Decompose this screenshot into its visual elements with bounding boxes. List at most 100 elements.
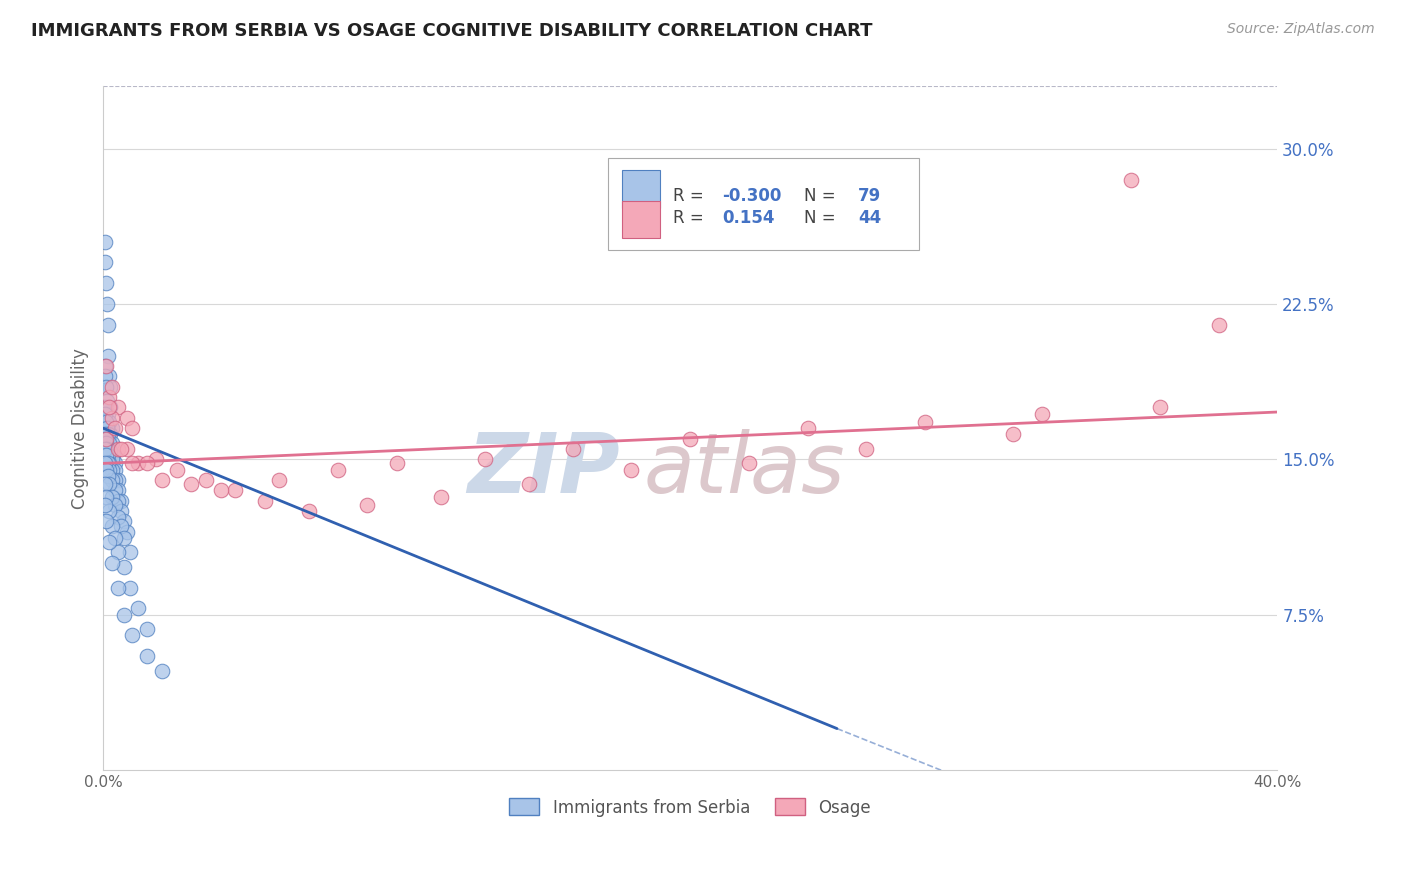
Point: [145, 452, 167, 467]
Point: [194, 473, 217, 487]
Point: [93, 427, 115, 442]
Point: [104, 421, 127, 435]
Point: [96, 468, 118, 483]
Point: [101, 452, 124, 467]
Point: [121, 457, 143, 471]
Point: [253, 493, 276, 508]
Point: [679, 432, 702, 446]
Point: [98, 401, 121, 415]
Point: [104, 498, 127, 512]
Point: [104, 462, 127, 476]
Text: R =: R =: [672, 209, 709, 227]
Point: [107, 483, 129, 498]
Point: [93, 401, 115, 415]
Point: [127, 457, 149, 471]
Point: [269, 473, 291, 487]
Text: Source: ZipAtlas.com: Source: ZipAtlas.com: [1227, 22, 1375, 37]
Point: [110, 493, 132, 508]
Point: [118, 545, 141, 559]
Point: [209, 483, 232, 498]
Point: [93, 359, 115, 373]
Point: [107, 473, 129, 487]
Point: [101, 421, 124, 435]
Point: [104, 483, 127, 498]
Point: [98, 380, 121, 394]
Point: [127, 601, 149, 615]
Point: [100, 444, 122, 458]
Point: [136, 648, 159, 663]
Point: [101, 490, 124, 504]
Point: [224, 483, 246, 498]
Point: [94, 432, 117, 446]
Point: [136, 622, 159, 636]
Point: [115, 442, 138, 456]
FancyBboxPatch shape: [621, 201, 659, 238]
Point: [1031, 407, 1053, 421]
Point: [93, 235, 115, 249]
Point: [738, 457, 761, 471]
Point: [115, 410, 138, 425]
Text: N =: N =: [804, 186, 841, 205]
Point: [101, 518, 124, 533]
Point: [96, 427, 118, 442]
Point: [98, 390, 121, 404]
Point: [620, 462, 643, 476]
Point: [96, 297, 118, 311]
Point: [98, 504, 121, 518]
Text: 79: 79: [858, 186, 882, 205]
Point: [561, 442, 583, 456]
Point: [98, 535, 121, 549]
Point: [96, 448, 118, 462]
Point: [93, 498, 115, 512]
Point: [94, 369, 117, 384]
Legend: Immigrants from Serbia, Osage: Immigrants from Serbia, Osage: [503, 792, 877, 823]
Point: [104, 457, 127, 471]
Point: [1119, 172, 1142, 186]
Point: [94, 462, 117, 476]
Point: [94, 490, 117, 504]
Point: [94, 515, 117, 529]
Point: [104, 473, 127, 487]
Point: [121, 628, 143, 642]
Point: [104, 531, 127, 545]
Point: [94, 407, 117, 421]
Point: [110, 518, 132, 533]
Point: [107, 545, 129, 559]
Point: [107, 442, 129, 456]
Point: [96, 318, 118, 332]
Point: [93, 442, 115, 456]
Point: [94, 448, 117, 462]
Point: [136, 457, 159, 471]
Point: [96, 457, 118, 471]
Point: [94, 276, 117, 290]
Point: [150, 664, 173, 678]
Point: [121, 421, 143, 435]
Point: [96, 394, 118, 409]
Point: [110, 504, 132, 518]
Point: [101, 435, 124, 450]
Point: [93, 457, 115, 471]
Point: [112, 515, 135, 529]
Point: [97, 349, 120, 363]
Point: [914, 415, 936, 429]
Point: [98, 369, 121, 384]
Point: [98, 462, 121, 476]
Point: [96, 421, 118, 435]
Point: [98, 457, 121, 471]
Point: [101, 556, 124, 570]
Point: [385, 457, 408, 471]
Point: [98, 435, 121, 450]
Point: [98, 477, 121, 491]
Point: [96, 407, 118, 421]
Text: ZIP: ZIP: [467, 429, 620, 509]
Point: [107, 401, 129, 415]
Point: [297, 504, 319, 518]
Point: [100, 401, 122, 415]
Point: [1149, 401, 1171, 415]
Point: [94, 255, 117, 269]
FancyBboxPatch shape: [621, 170, 659, 208]
Point: [112, 607, 135, 622]
Point: [115, 524, 138, 539]
Point: [101, 473, 124, 487]
Point: [101, 380, 124, 394]
